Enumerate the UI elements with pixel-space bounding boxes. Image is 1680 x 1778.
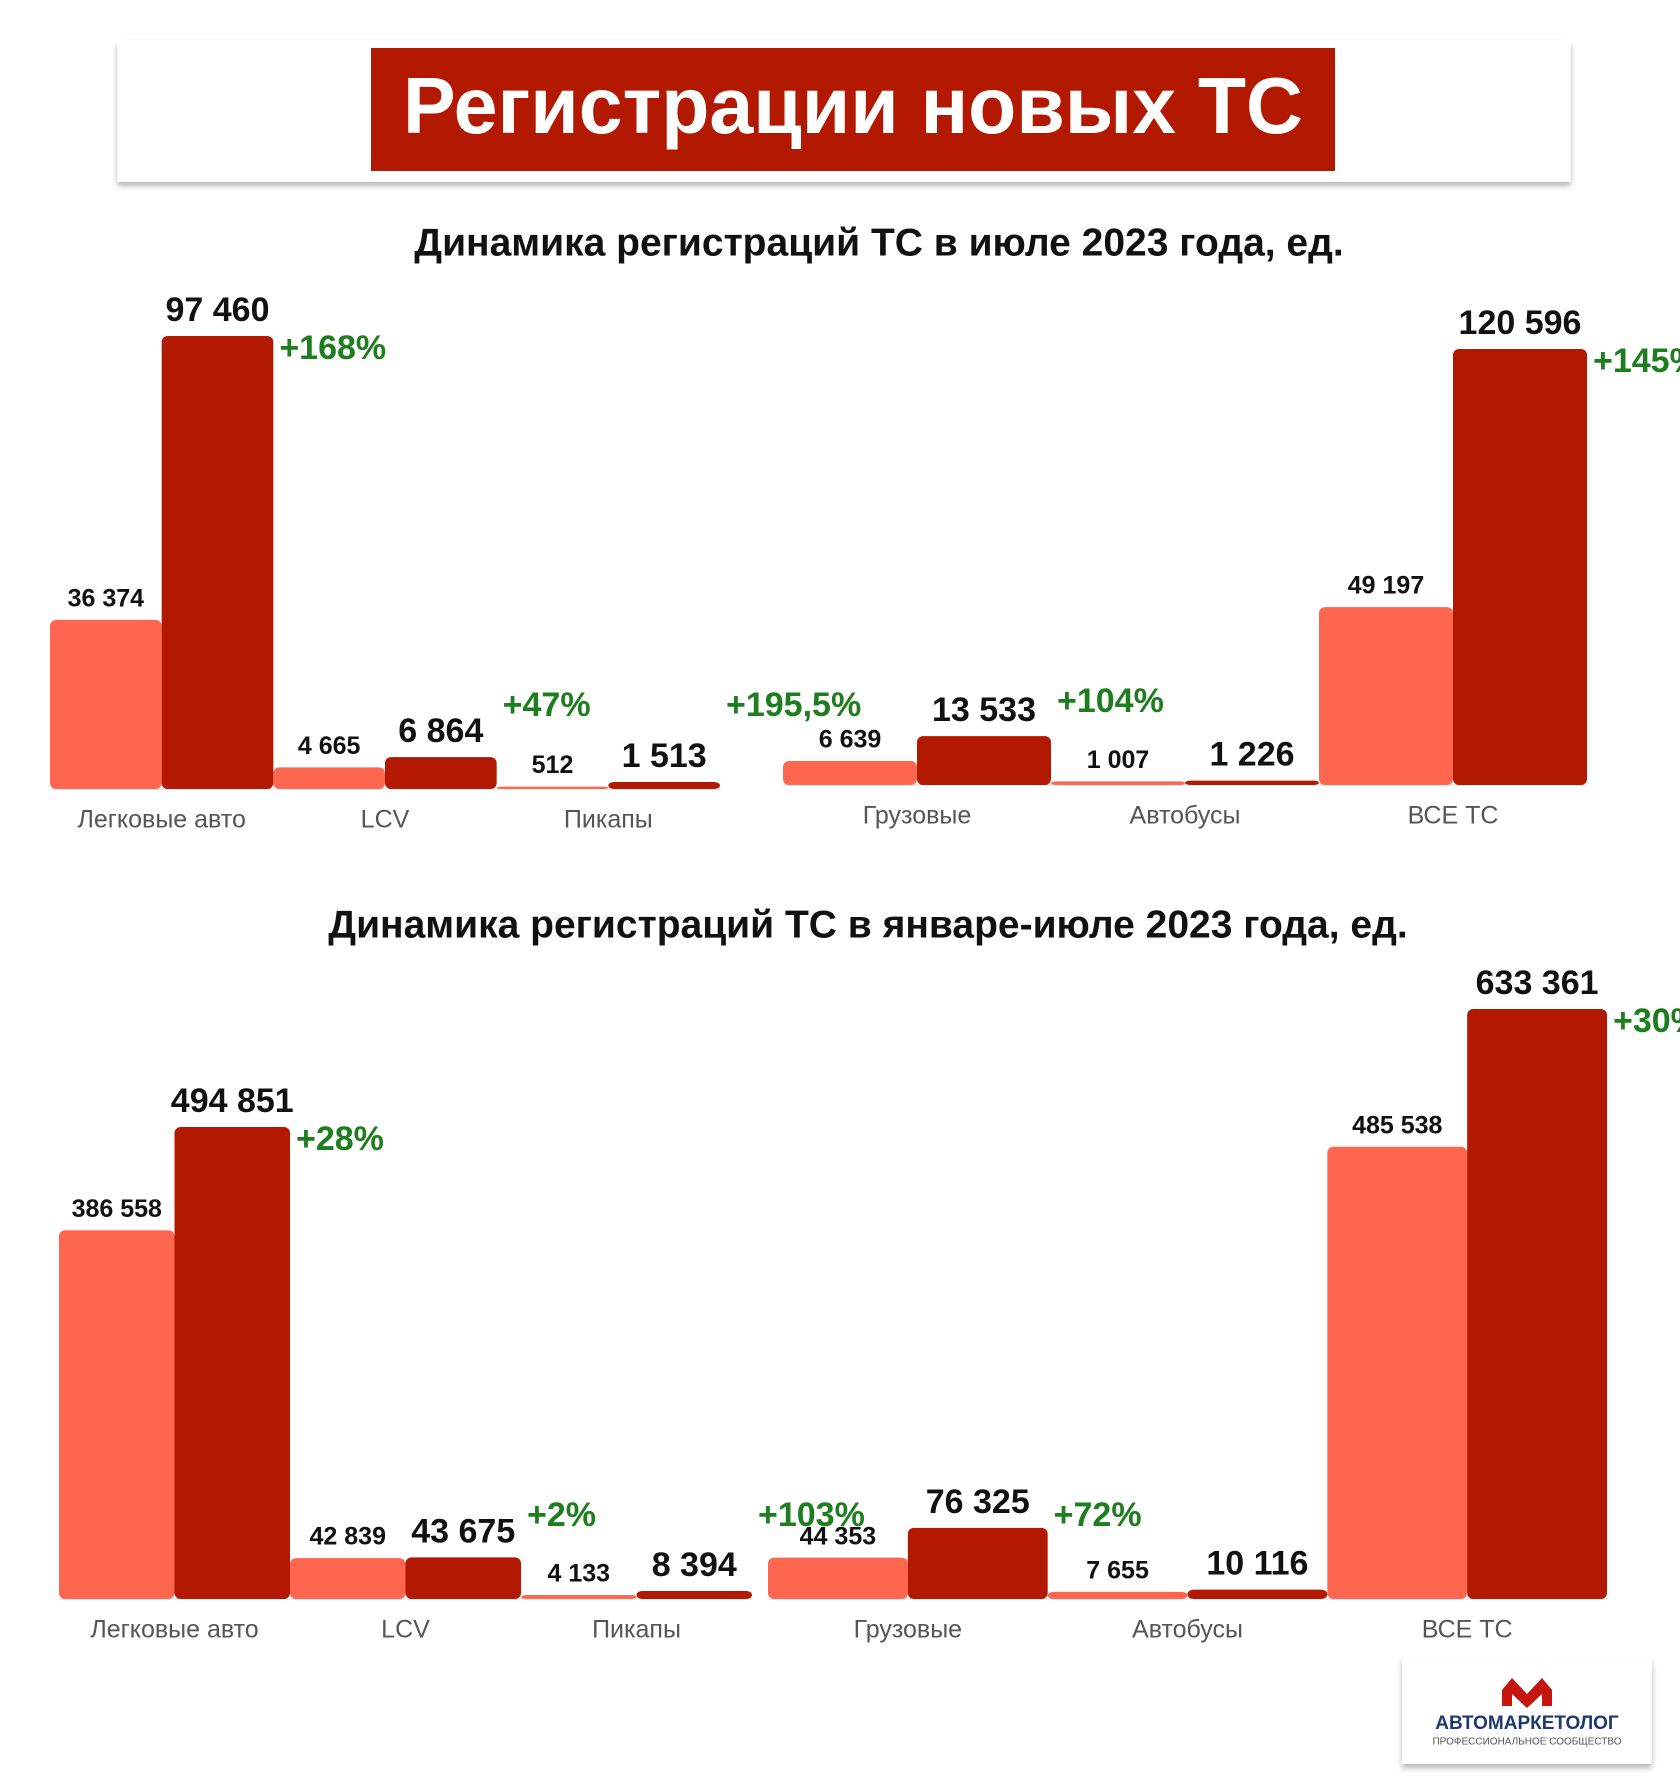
bar <box>636 1590 752 1599</box>
change-label: +104% <box>1057 682 1164 720</box>
x-tick-label: ВСЕ ТС <box>1422 1616 1513 1644</box>
logo-icon <box>1502 1678 1552 1708</box>
value-label: 633 361 <box>1476 964 1599 1002</box>
page-title: Регистрации новых ТС <box>403 61 1303 150</box>
value-label: 36 374 <box>68 585 145 613</box>
title-box <box>371 48 1335 171</box>
change-label: +103% <box>758 1496 865 1534</box>
value-label: 13 533 <box>932 691 1036 729</box>
x-tick-label: Легковые авто <box>90 1616 258 1644</box>
bar <box>768 1557 908 1599</box>
value-label: 8 394 <box>652 1546 737 1584</box>
bar <box>496 786 609 789</box>
bar <box>290 1558 406 1599</box>
value-label: 44 353 <box>800 1522 876 1550</box>
value-label: 485 538 <box>1352 1111 1442 1139</box>
change-label: +47% <box>503 686 591 724</box>
value-label: 43 675 <box>411 1512 515 1550</box>
chart-title: Динамика регистраций ТС в январе-июле 20… <box>328 903 1407 946</box>
bar <box>1319 607 1453 785</box>
value-label: 97 460 <box>166 291 270 329</box>
change-label: +30% <box>1613 1002 1680 1040</box>
bar <box>1047 1591 1188 1599</box>
bar <box>273 767 385 789</box>
logo-tagline: ПРОФЕССИОНАЛЬНОЕ СООБЩЕСТВО <box>1432 1737 1621 1748</box>
x-tick-label: Автобусы <box>1132 1616 1243 1644</box>
value-label: 76 325 <box>926 1483 1030 1521</box>
bar <box>1453 349 1587 785</box>
value-label: 1 513 <box>622 737 707 775</box>
bar <box>1327 1146 1468 1599</box>
value-label: 10 116 <box>1206 1545 1308 1583</box>
bar <box>1051 781 1185 785</box>
bar <box>783 760 917 785</box>
change-label: +145% <box>1593 342 1680 380</box>
change-label: +28% <box>296 1120 384 1158</box>
change-label: +2% <box>527 1496 596 1534</box>
bar <box>405 1557 521 1599</box>
x-tick-label: ВСЕ ТС <box>1408 802 1499 830</box>
chart-title: Динамика регистраций ТС в июле 2023 года… <box>414 221 1343 264</box>
value-label: 42 839 <box>310 1523 386 1551</box>
value-label: 49 197 <box>1348 572 1424 600</box>
logo-box <box>1402 1658 1652 1764</box>
value-label: 1 007 <box>1087 746 1150 774</box>
bar <box>385 757 497 789</box>
x-tick-label: Пикапы <box>564 806 653 834</box>
change-label: +72% <box>1054 1496 1142 1534</box>
change-label: +168% <box>279 329 386 367</box>
bar <box>161 336 274 789</box>
bar <box>1187 1589 1328 1599</box>
bar <box>608 781 720 789</box>
logo-name: АВТОМАРКЕТОЛОГ <box>1435 1713 1619 1734</box>
value-label: 494 851 <box>171 1082 294 1120</box>
x-tick-label: Грузовые <box>863 802 972 830</box>
bar <box>1185 780 1319 785</box>
value-label: 1 226 <box>1209 736 1294 774</box>
bar <box>174 1127 290 1599</box>
value-label: 4 665 <box>298 732 361 760</box>
x-tick-label: LCV <box>361 806 410 834</box>
value-label: 4 133 <box>547 1560 610 1588</box>
value-label: 6 864 <box>398 712 483 750</box>
bar <box>917 736 1051 785</box>
value-label: 386 558 <box>72 1195 162 1223</box>
value-label: 6 639 <box>819 726 882 754</box>
x-tick-label: Легковые авто <box>77 806 245 834</box>
value-label: 512 <box>532 751 574 779</box>
bar <box>1467 1009 1607 1599</box>
x-tick-label: Автобусы <box>1130 802 1241 830</box>
x-tick-label: LCV <box>381 1616 430 1644</box>
x-tick-label: Пикапы <box>592 1616 681 1644</box>
value-label: 120 596 <box>1459 304 1582 342</box>
bar <box>521 1595 637 1599</box>
bar <box>50 619 162 789</box>
value-label: 7 655 <box>1086 1556 1149 1584</box>
bar <box>907 1527 1048 1599</box>
bar <box>59 1230 175 1599</box>
change-label: +195,5% <box>726 686 861 724</box>
x-tick-label: Грузовые <box>854 1616 963 1644</box>
